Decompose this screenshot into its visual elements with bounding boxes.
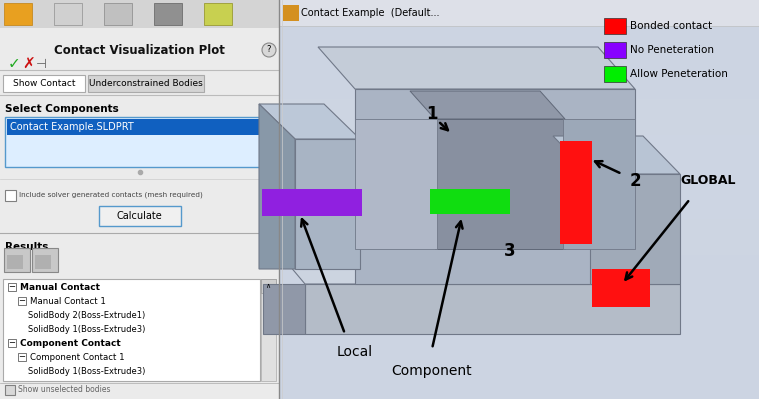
Text: ✓: ✓ <box>8 57 20 71</box>
Polygon shape <box>263 284 305 334</box>
Text: ∧: ∧ <box>266 283 270 289</box>
FancyBboxPatch shape <box>8 339 16 347</box>
Polygon shape <box>262 189 362 216</box>
Text: 3: 3 <box>504 242 516 260</box>
FancyBboxPatch shape <box>5 117 274 167</box>
FancyBboxPatch shape <box>32 248 58 272</box>
FancyBboxPatch shape <box>4 3 32 25</box>
FancyBboxPatch shape <box>5 385 15 395</box>
Text: −: − <box>18 296 26 306</box>
Text: No Peneteration: No Peneteration <box>630 45 714 55</box>
Polygon shape <box>563 119 635 249</box>
FancyBboxPatch shape <box>204 3 232 25</box>
Polygon shape <box>318 47 635 89</box>
FancyBboxPatch shape <box>54 3 82 25</box>
Text: Allow Peneteration: Allow Peneteration <box>630 69 728 79</box>
Text: Local: Local <box>337 345 373 359</box>
FancyBboxPatch shape <box>0 0 279 399</box>
FancyBboxPatch shape <box>0 0 279 28</box>
FancyBboxPatch shape <box>4 248 30 272</box>
Polygon shape <box>259 104 295 269</box>
FancyBboxPatch shape <box>35 255 51 269</box>
Text: Bonded contact: Bonded contact <box>630 21 712 31</box>
Polygon shape <box>295 139 360 269</box>
Polygon shape <box>560 141 592 244</box>
Polygon shape <box>305 284 680 334</box>
FancyBboxPatch shape <box>3 75 85 92</box>
FancyBboxPatch shape <box>99 206 181 226</box>
FancyBboxPatch shape <box>5 190 16 201</box>
Text: 2: 2 <box>629 172 641 190</box>
FancyBboxPatch shape <box>261 279 276 293</box>
Text: ∧: ∧ <box>267 242 275 252</box>
FancyBboxPatch shape <box>604 66 626 82</box>
Polygon shape <box>263 234 680 284</box>
Text: ?: ? <box>266 45 271 55</box>
Text: SolidBody 1(Boss-Extrude3): SolidBody 1(Boss-Extrude3) <box>28 324 146 334</box>
FancyBboxPatch shape <box>154 3 182 25</box>
Text: Select Components: Select Components <box>5 104 118 114</box>
Text: Contact Example  (Default...: Contact Example (Default... <box>301 8 439 18</box>
Polygon shape <box>435 119 565 249</box>
FancyBboxPatch shape <box>3 279 260 381</box>
FancyBboxPatch shape <box>261 279 276 381</box>
FancyBboxPatch shape <box>279 0 759 26</box>
FancyBboxPatch shape <box>104 3 132 25</box>
Text: ∧: ∧ <box>267 104 275 114</box>
Circle shape <box>262 43 276 57</box>
Text: GLOBAL: GLOBAL <box>680 174 735 188</box>
FancyBboxPatch shape <box>283 5 299 21</box>
Text: Results: Results <box>5 242 49 252</box>
FancyBboxPatch shape <box>7 255 23 269</box>
Text: SolidBody 2(Boss-Extrude1): SolidBody 2(Boss-Extrude1) <box>28 310 145 320</box>
Text: 1: 1 <box>427 105 438 123</box>
Text: Show unselected bodies: Show unselected bodies <box>18 385 111 395</box>
Text: Include solver generated contacts (mesh required): Include solver generated contacts (mesh … <box>19 192 203 198</box>
Text: Underconstrained Bodies: Underconstrained Bodies <box>89 79 203 87</box>
Text: ✗: ✗ <box>22 57 35 71</box>
Text: Manual Contact 1: Manual Contact 1 <box>30 296 106 306</box>
Text: −: − <box>8 282 15 292</box>
Text: −: − <box>18 352 26 361</box>
FancyBboxPatch shape <box>18 297 26 305</box>
FancyBboxPatch shape <box>279 0 759 399</box>
Text: Contact Visualization Plot: Contact Visualization Plot <box>54 43 225 57</box>
Text: Show Contact: Show Contact <box>13 79 75 87</box>
Text: Component: Component <box>392 364 472 378</box>
Text: −: − <box>8 338 15 348</box>
Text: Component Contact 1: Component Contact 1 <box>30 352 124 361</box>
FancyBboxPatch shape <box>604 18 626 34</box>
FancyBboxPatch shape <box>7 119 272 135</box>
Text: Calculate: Calculate <box>117 211 162 221</box>
FancyBboxPatch shape <box>88 75 204 92</box>
Text: ⊣: ⊣ <box>36 57 47 71</box>
FancyBboxPatch shape <box>18 353 26 361</box>
Polygon shape <box>590 174 680 284</box>
Polygon shape <box>553 136 680 174</box>
FancyBboxPatch shape <box>604 42 626 58</box>
Polygon shape <box>410 91 565 119</box>
Polygon shape <box>355 89 635 284</box>
Polygon shape <box>259 104 360 139</box>
Text: Component Contact: Component Contact <box>20 338 121 348</box>
Polygon shape <box>592 269 650 307</box>
Polygon shape <box>430 189 510 214</box>
Polygon shape <box>355 119 437 249</box>
FancyBboxPatch shape <box>8 283 16 291</box>
Text: Contact Example.SLDPRT: Contact Example.SLDPRT <box>10 122 134 132</box>
Text: Manual Contact: Manual Contact <box>20 282 100 292</box>
Text: SolidBody 1(Boss-Extrude3): SolidBody 1(Boss-Extrude3) <box>28 367 146 375</box>
